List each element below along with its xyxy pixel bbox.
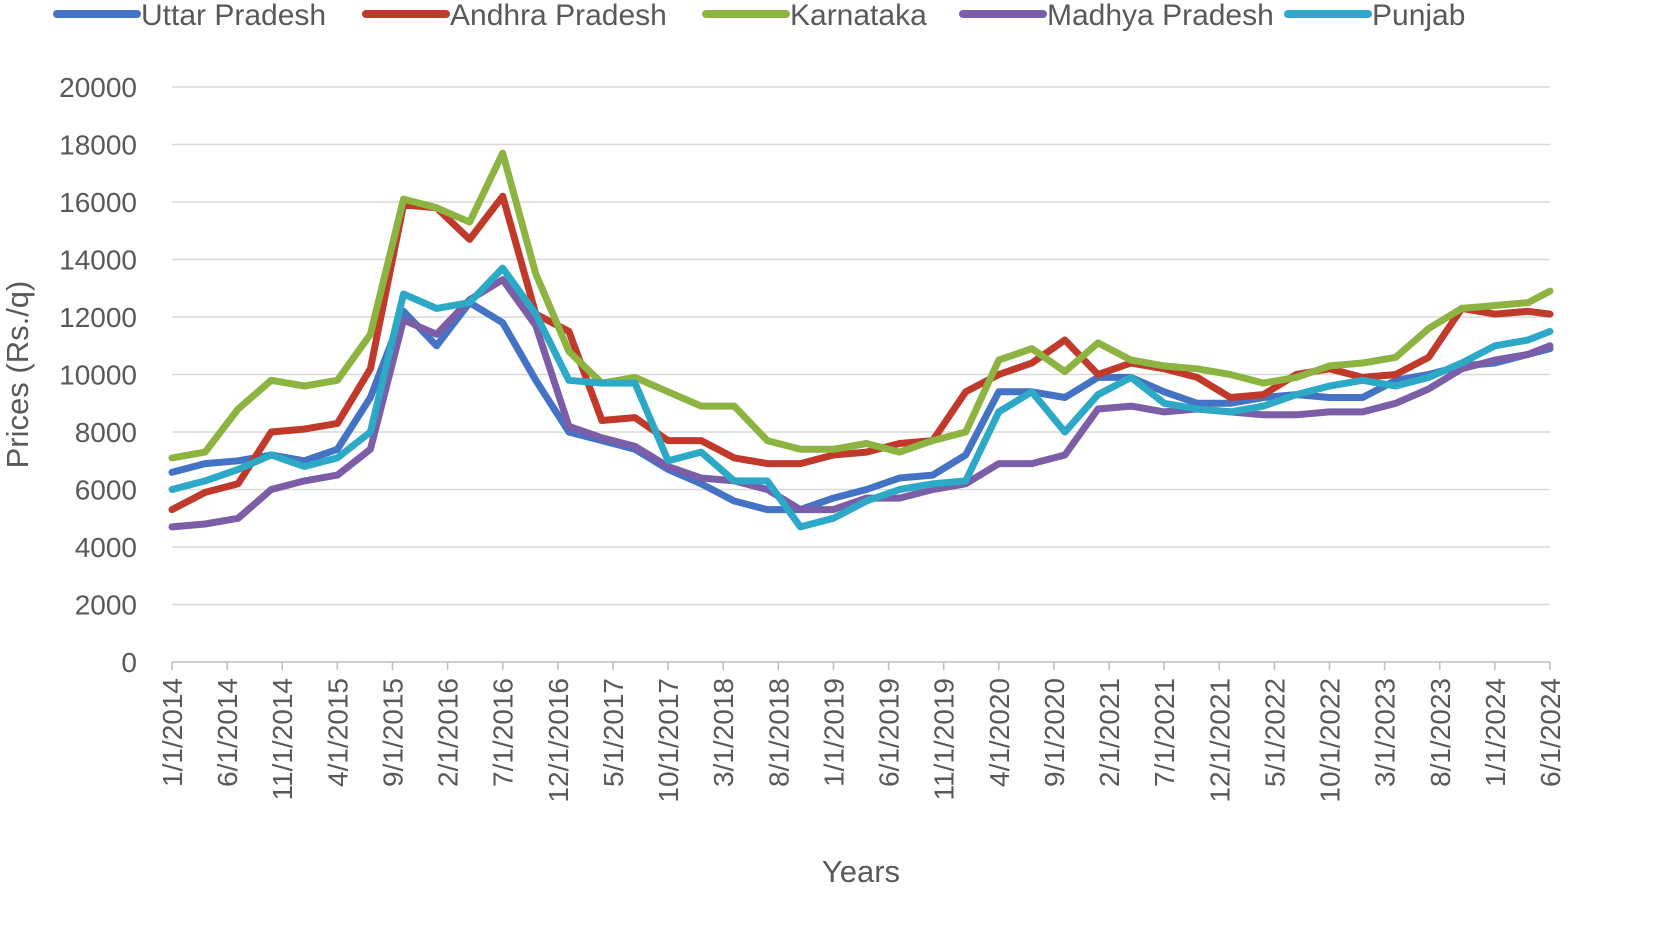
y-tick-label: 16000 xyxy=(59,187,137,218)
legend-label: Uttar Pradesh xyxy=(141,0,326,32)
x-tick-label: 2/1/2016 xyxy=(433,678,464,787)
y-tick-label: 12000 xyxy=(59,302,137,333)
series-line-andhra-pradesh xyxy=(168,192,1554,514)
y-tick-label: 4000 xyxy=(75,532,137,563)
x-tick-label: 4/1/2020 xyxy=(984,678,1015,787)
series-line-karnataka xyxy=(168,149,1554,462)
x-tick-label: 6/1/2024 xyxy=(1535,678,1566,787)
x-tick-label: 3/1/2023 xyxy=(1370,678,1401,787)
x-tick-label: 11/1/2019 xyxy=(929,678,960,801)
legend-label: Karnataka xyxy=(790,0,927,32)
x-tick-label: 1/1/2014 xyxy=(157,678,188,787)
x-tick-label: 1/1/2024 xyxy=(1480,678,1511,787)
x-tick-label: 8/1/2023 xyxy=(1425,678,1456,787)
series-line-punjab xyxy=(168,264,1554,531)
y-axis-ticks: 0 2000 4000 6000 8000 10000 12000 14000 16000 180… xyxy=(59,72,137,678)
x-tick-label: 8/1/2018 xyxy=(763,678,794,787)
y-tick-label: 2000 xyxy=(75,590,137,621)
x-tick-label: 5/1/2017 xyxy=(598,678,629,787)
legend: Uttar Pradesh Andhra Pradesh Karnataka Madh… xyxy=(53,0,1465,32)
x-tick-label: 12/1/2016 xyxy=(543,678,574,803)
y-tick-label: 0 xyxy=(121,647,137,678)
x-tick-label: 6/1/2019 xyxy=(874,678,905,787)
x-tick-label: 10/1/2017 xyxy=(653,678,684,803)
legend-label: Andhra Pradesh xyxy=(450,0,667,32)
y-axis-title: Prices (Rs./q) xyxy=(0,281,35,469)
y-tick-label: 6000 xyxy=(75,475,137,506)
x-axis-ticks: 1/1/2014 6/1/2014 11/1/2014 4/1/2015 9/1/201… xyxy=(157,662,1566,803)
y-tick-label: 14000 xyxy=(59,245,137,276)
gridlines xyxy=(172,86,1550,606)
x-tick-label: 2/1/2021 xyxy=(1094,678,1125,787)
x-tick-label: 3/1/2018 xyxy=(708,678,739,787)
y-tick-label: 20000 xyxy=(59,72,137,103)
y-tick-label: 18000 xyxy=(59,130,137,161)
legend-label: Punjab xyxy=(1372,0,1465,32)
x-tick-label: 7/1/2021 xyxy=(1149,678,1180,787)
x-tick-label: 4/1/2015 xyxy=(322,678,353,787)
x-tick-label: 12/1/2021 xyxy=(1204,678,1235,803)
x-tick-label: 11/1/2014 xyxy=(267,678,298,801)
x-tick-label: 7/1/2016 xyxy=(488,678,519,787)
x-tick-label: 6/1/2014 xyxy=(212,678,243,787)
y-tick-label: 8000 xyxy=(75,417,137,448)
x-tick-label: 1/1/2019 xyxy=(818,678,849,787)
x-tick-label: 5/1/2022 xyxy=(1259,678,1290,787)
x-axis-title: Years xyxy=(822,854,900,889)
x-tick-label: 10/1/2022 xyxy=(1315,678,1346,803)
series-lines xyxy=(168,149,1554,531)
x-tick-label: 9/1/2015 xyxy=(377,678,408,787)
legend-label: Madhya Pradesh xyxy=(1047,0,1274,32)
series-line-uttar-pradesh xyxy=(168,299,1554,514)
x-tick-label: 9/1/2020 xyxy=(1039,678,1070,787)
y-tick-label: 10000 xyxy=(59,360,137,391)
